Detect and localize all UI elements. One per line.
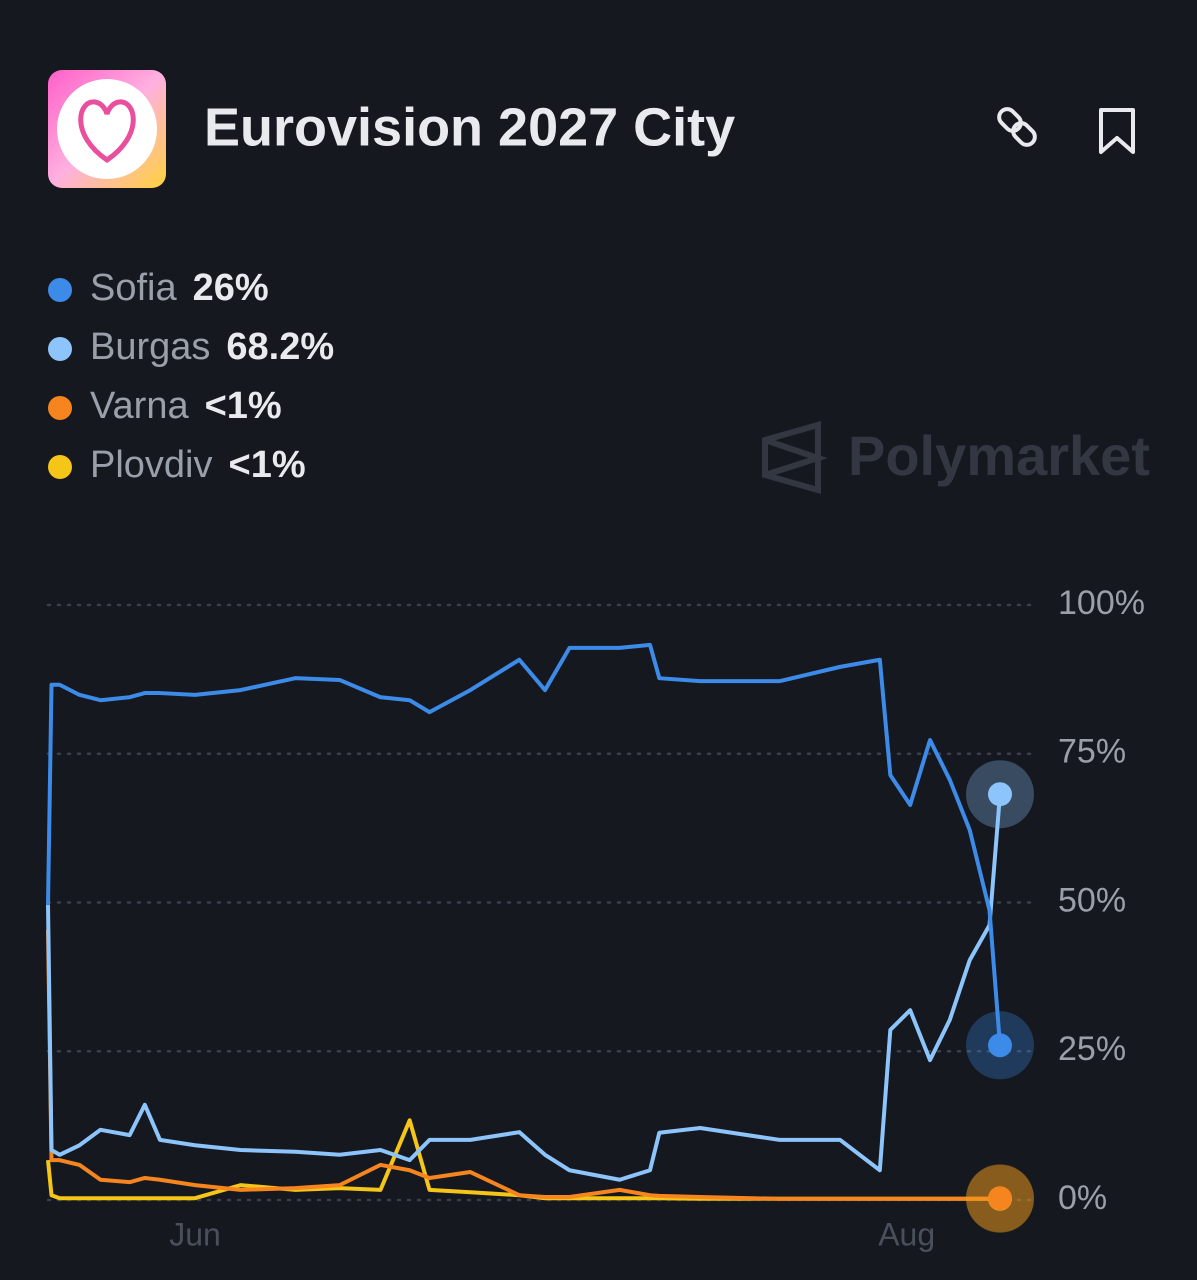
lines (46, 642, 1034, 1233)
link-button[interactable] (996, 106, 1038, 148)
series-line (46, 1118, 1000, 1201)
y-tick-label: 50% (1058, 881, 1126, 919)
y-tick-label: 0% (1058, 1179, 1107, 1217)
legend-value: 26% (193, 267, 269, 309)
end-point (988, 1186, 1012, 1211)
legend-entry: Plovdiv <1% (90, 444, 306, 486)
y-tick-label: 75% (1058, 733, 1126, 771)
legend-dot (48, 337, 72, 361)
legend-dot (48, 455, 72, 479)
series-line (46, 929, 1001, 1201)
legend-name: Burgas (90, 326, 210, 368)
legend-value: <1% (229, 444, 306, 486)
end-point (988, 1033, 1012, 1058)
legend-name: Plovdiv (90, 444, 213, 486)
legend-dot (48, 396, 72, 420)
legend-entry: Sofia 26% (90, 267, 269, 309)
legend-name: Varna (90, 385, 189, 427)
bookmark-button[interactable] (1099, 108, 1135, 154)
legend-name: Sofia (90, 267, 177, 309)
legend-entry: Burgas 68.2% (90, 326, 334, 368)
legend: Sofia 26% Burgas 68.2% Varna <1% Plovdiv <1% (48, 267, 334, 486)
watermark-text: Polymarket (848, 424, 1150, 487)
icon-circle (57, 79, 157, 179)
y-tick-label: 100% (1058, 584, 1145, 622)
x-tick-label: Aug (878, 1216, 935, 1252)
legend-value: <1% (205, 385, 282, 427)
icon-heart (78, 99, 136, 164)
legend-entry: Varna <1% (90, 385, 282, 427)
title: Eurovision 2027 City (204, 97, 735, 157)
x-tick-label: Jun (169, 1216, 221, 1252)
grid: 0% 25% 50% 75% 100% Jun Aug (46, 584, 1145, 1252)
y-tick-label: 25% (1058, 1030, 1126, 1068)
series-line (46, 642, 1002, 1046)
legend-dot (48, 278, 72, 302)
series-line (46, 794, 1002, 1182)
legend-value: 68.2% (226, 326, 334, 368)
watermark: Polymarket (762, 421, 1150, 494)
end-point (988, 782, 1012, 807)
